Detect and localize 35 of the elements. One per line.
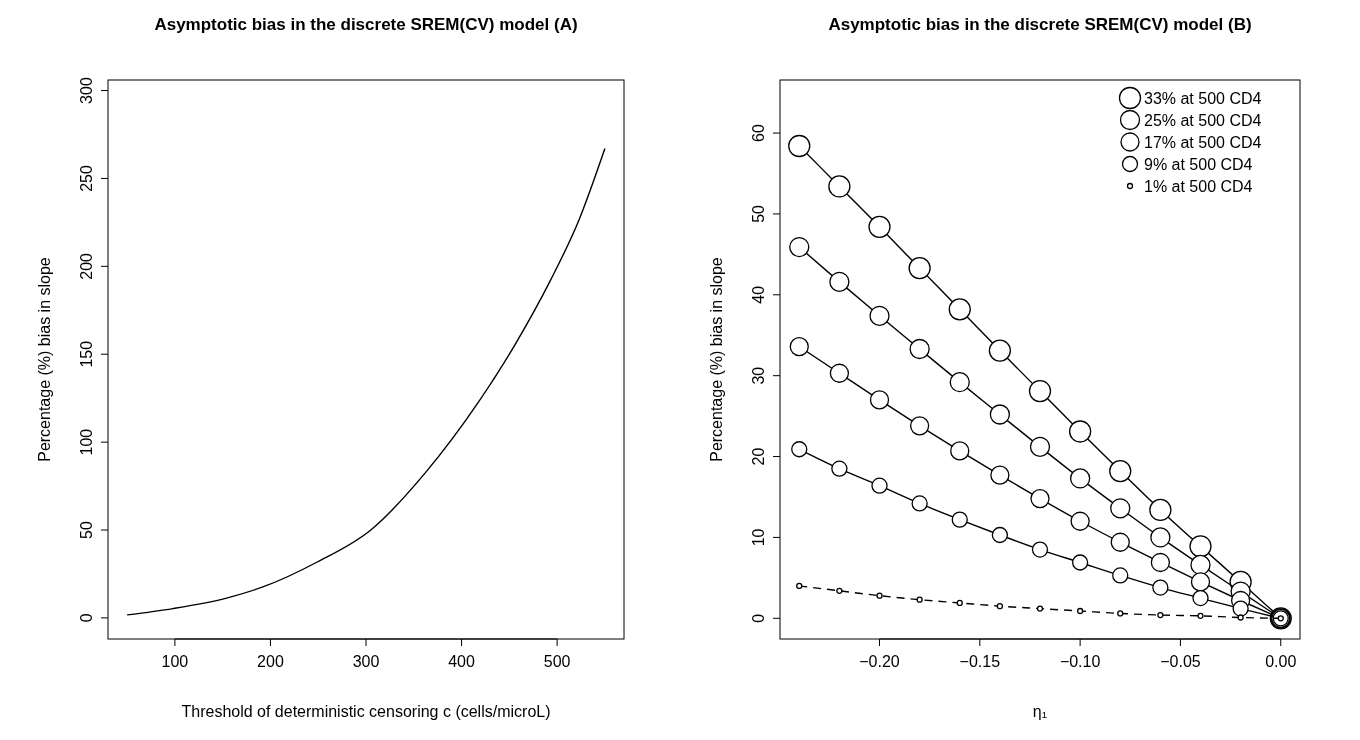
y-tick-label: 60 bbox=[750, 124, 767, 142]
x-tick-label: 100 bbox=[161, 653, 189, 670]
x-tick-label: −0.20 bbox=[859, 653, 900, 670]
x-axis-title: η₁ bbox=[1032, 703, 1048, 720]
y-tick-label: 30 bbox=[750, 366, 767, 385]
y-tick-label: 40 bbox=[750, 285, 767, 304]
x-tick-label: 200 bbox=[257, 653, 284, 670]
y-tick-label: 250 bbox=[78, 164, 95, 192]
y-tick-label: 50 bbox=[750, 204, 767, 223]
y-tick-label: 200 bbox=[78, 252, 95, 280]
y-tick-label: 50 bbox=[78, 521, 95, 539]
y-tick-label: 0 bbox=[78, 613, 95, 623]
x-tick-label: 400 bbox=[448, 653, 475, 670]
x-tick-label: 0.00 bbox=[1265, 653, 1297, 670]
y-tick-label: 20 bbox=[750, 447, 767, 466]
x-tick-label: 300 bbox=[352, 653, 380, 670]
x-tick-label: 500 bbox=[543, 653, 571, 670]
x-tick-label: −0.15 bbox=[959, 653, 1001, 670]
legend-label: 1% at 500 CD4 bbox=[1144, 178, 1253, 195]
y-tick-label: 10 bbox=[750, 528, 767, 547]
x-tick-label: −0.10 bbox=[1059, 653, 1101, 670]
legend-label: 17% at 500 CD4 bbox=[1144, 134, 1262, 151]
x-axis-title: Threshold of deterministic censoring c (cells/microL) bbox=[181, 703, 551, 720]
y-axis-title: Percentage (%) bias in slope bbox=[36, 257, 53, 462]
legend-label: 9% at 500 CD4 bbox=[1144, 156, 1253, 173]
legend-label: 25% at 500 CD4 bbox=[1144, 112, 1262, 129]
legend-label: 33% at 500 CD4 bbox=[1144, 90, 1262, 107]
chart-title: Asymptotic bias in the discrete SREM(CV) model (B) bbox=[828, 15, 1252, 34]
y-tick-label: 0 bbox=[750, 613, 767, 623]
y-tick-label: 150 bbox=[78, 340, 95, 368]
y-tick-label: 100 bbox=[78, 428, 95, 456]
x-tick-label: −0.05 bbox=[1160, 653, 1201, 670]
chart-title: Asymptotic bias in the discrete SREM(CV) model (A) bbox=[154, 15, 578, 34]
y-axis-title: Percentage (%) bias in slope bbox=[708, 257, 725, 462]
y-tick-label: 300 bbox=[78, 77, 95, 104]
